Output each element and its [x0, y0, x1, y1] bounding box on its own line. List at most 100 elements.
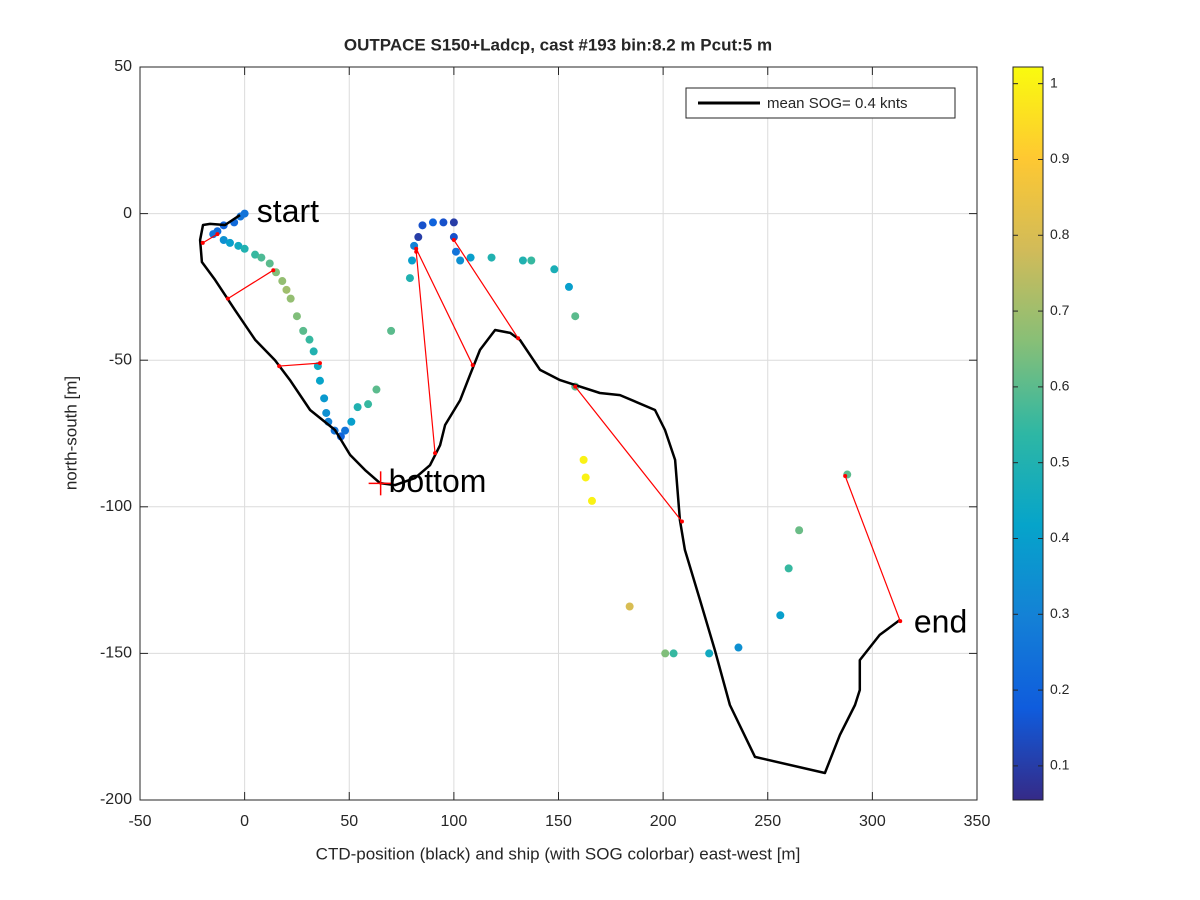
link-end	[516, 336, 521, 341]
x-tick-label: 200	[650, 813, 677, 830]
link-line	[202, 233, 218, 244]
ship-point	[449, 233, 458, 242]
link-line	[574, 386, 683, 522]
ship-point	[487, 253, 496, 262]
x-tick-label: 300	[859, 813, 886, 830]
y-tick-label: 0	[123, 205, 132, 222]
ship-point	[341, 426, 350, 435]
ship-point	[451, 247, 460, 256]
link-end	[843, 474, 848, 479]
ship-point	[320, 394, 329, 403]
ship-point	[219, 235, 228, 244]
ship-point	[784, 564, 793, 573]
link-end	[451, 237, 456, 242]
ship-point	[466, 253, 475, 262]
ship-point	[278, 277, 287, 286]
ship-point	[265, 259, 274, 268]
ctd-track	[198, 214, 901, 775]
ship-point	[364, 400, 373, 409]
link-line	[279, 362, 320, 367]
ship-point	[315, 376, 324, 385]
link-end	[215, 232, 220, 237]
ship-point	[581, 473, 590, 482]
y-tick-label: 50	[114, 58, 132, 75]
link-end	[277, 364, 282, 369]
y-tick-label: -100	[100, 498, 132, 515]
colorbar-tick-label: 0.8	[1050, 226, 1070, 242]
ship-point	[669, 649, 678, 658]
ship-point	[705, 649, 714, 658]
colorbar	[1012, 66, 1044, 801]
colorbar-tick-label: 0.4	[1050, 529, 1070, 545]
link-line	[227, 269, 274, 300]
x-tick-label: 50	[340, 813, 358, 830]
annotation: start	[257, 193, 319, 229]
ship-point	[322, 408, 331, 417]
y-tick-label: -150	[100, 645, 132, 662]
ship-point	[527, 256, 536, 265]
x-tick-label: 150	[545, 813, 572, 830]
x-tick-label: 250	[754, 813, 781, 830]
y-tick-label: -200	[100, 791, 132, 808]
chart-title: OUTPACE S150+Ladcp, cast #193 bin:8.2 m …	[344, 35, 772, 54]
colorbar-tick-label: 0.6	[1050, 378, 1070, 394]
ship-point	[234, 241, 243, 250]
link-line	[844, 475, 901, 622]
ship-point	[353, 403, 362, 412]
link-line	[453, 239, 519, 339]
link-end	[898, 619, 903, 624]
y-axis-label: north-south [m]	[61, 376, 80, 490]
colorbar-tick-label: 0.7	[1050, 302, 1070, 318]
ship-point	[257, 253, 266, 262]
ship-point	[387, 326, 396, 335]
link-line	[415, 251, 436, 454]
ship-point	[299, 326, 308, 335]
ship-point	[414, 233, 423, 242]
ship-point	[795, 526, 804, 535]
link-end	[414, 246, 419, 251]
ship-point	[225, 238, 234, 247]
link-end	[433, 451, 438, 456]
annotation: bottom	[389, 463, 487, 499]
colorbar-tick-label: 0.3	[1050, 605, 1070, 621]
ship-point	[292, 312, 301, 321]
ship-point	[550, 265, 559, 274]
ship-point	[240, 244, 249, 253]
legend: mean SOG= 0.4 knts	[685, 87, 956, 119]
colorbar-tick-label: 0.5	[1050, 453, 1070, 469]
ship-point	[518, 256, 527, 265]
colorbar-tick-label: 0.2	[1050, 681, 1070, 697]
ship-point	[372, 385, 381, 394]
link-end	[225, 296, 230, 301]
link-end	[317, 361, 322, 366]
ship-point	[449, 218, 458, 227]
y-tick-label: -50	[109, 351, 132, 368]
x-tick-label: 100	[441, 813, 468, 830]
link-end	[679, 519, 684, 524]
ship-point	[661, 649, 670, 658]
ship-point	[439, 218, 448, 227]
ship-point	[408, 256, 417, 265]
link-end	[271, 268, 276, 273]
ship-point	[282, 285, 291, 294]
ship-point	[405, 274, 414, 283]
ship-point	[625, 602, 634, 611]
ship-point	[428, 218, 437, 227]
colorbar-tick-label: 0.9	[1050, 150, 1070, 166]
annotation: end	[914, 604, 967, 640]
colorbar-tick-label: 0.1	[1050, 757, 1070, 773]
ship-point	[251, 250, 260, 259]
x-tick-label: 0	[240, 813, 249, 830]
ship-point	[236, 212, 245, 221]
link-end	[200, 240, 205, 245]
x-axis-label: CTD-position (black) and ship (with SOG …	[316, 844, 801, 863]
ship-point	[776, 611, 785, 620]
ship-point	[564, 282, 573, 291]
ship-point	[734, 643, 743, 652]
ship-point	[286, 294, 295, 303]
link-line	[415, 248, 474, 366]
ship-point	[571, 312, 580, 321]
ship-point	[347, 417, 356, 426]
ship-point	[587, 496, 596, 505]
